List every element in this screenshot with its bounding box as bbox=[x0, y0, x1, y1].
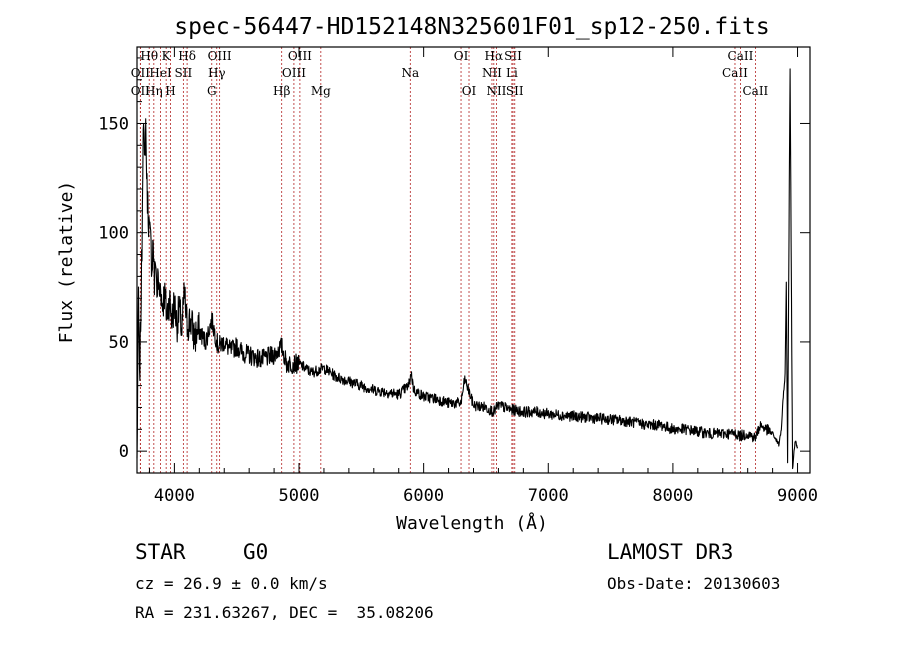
object-class: STAR bbox=[135, 540, 186, 564]
marker-label-6: H bbox=[165, 84, 175, 98]
observation-date: Obs-Date: 20130603 bbox=[607, 574, 781, 593]
y-axis: 0 50 100 150 bbox=[98, 57, 810, 474]
x-tick-label-5: 9000 bbox=[777, 486, 818, 506]
marker-label-4: HeI bbox=[149, 66, 172, 80]
marker-label-2: Hθ bbox=[140, 49, 158, 63]
series-layer bbox=[136, 68, 799, 470]
x-tick-label-4: 8000 bbox=[652, 486, 693, 506]
x-tick-label-1: 5000 bbox=[279, 486, 320, 506]
marker-label-20: Hα bbox=[485, 49, 504, 63]
marker-label-12: Hβ bbox=[273, 84, 290, 98]
marker-label-14: OIII bbox=[288, 49, 312, 63]
y-axis-label: Flux (relative) bbox=[56, 181, 77, 344]
marker-label-27: CaII bbox=[742, 84, 768, 98]
x-tick-label-0: 4000 bbox=[154, 486, 195, 506]
spectrum-line bbox=[136, 68, 799, 470]
marker-label-1: OII bbox=[131, 84, 151, 98]
marker-label-26: CaII bbox=[728, 49, 754, 63]
marker-label-16: Na bbox=[401, 66, 419, 80]
marker-label-25: CaII bbox=[722, 66, 748, 80]
marker-label-9: G bbox=[207, 84, 217, 98]
marker-label-15: Mg bbox=[311, 84, 331, 98]
redshift-value: cz = 26.9 ± 0.0 km/s bbox=[135, 574, 328, 593]
marker-label-23: SII bbox=[504, 49, 522, 63]
marker-label-11: OIII bbox=[208, 49, 232, 63]
survey-name: LAMOST DR3 bbox=[607, 540, 734, 564]
marker-label-19: NII bbox=[482, 66, 502, 80]
marker-label-24: SII bbox=[506, 84, 524, 98]
y-tick-label-1: 50 bbox=[109, 333, 129, 353]
emission-line-markers: OIIOIIHθHηHeIKHSIIHδGHγOIIIHβOIIIOIIIMgN… bbox=[131, 47, 769, 473]
marker-label-3: Hη bbox=[145, 84, 163, 98]
x-tick-label-3: 7000 bbox=[528, 486, 569, 506]
y-tick-label-2: 100 bbox=[98, 224, 129, 244]
marker-label-18: OI bbox=[462, 84, 477, 98]
marker-label-7: SII bbox=[175, 66, 193, 80]
marker-label-21: NII bbox=[486, 84, 506, 98]
x-axis-label: Wavelength (Å) bbox=[396, 512, 548, 534]
plot-frame bbox=[136, 46, 811, 474]
marker-label-22: Li bbox=[506, 66, 518, 80]
marker-label-10: Hγ bbox=[208, 66, 226, 80]
y-tick-label-0: 0 bbox=[119, 442, 129, 462]
marker-label-17: OI bbox=[454, 49, 469, 63]
chart-title: spec-56447-HD152148N325601F01_sp12-250.f… bbox=[174, 14, 769, 40]
coordinates: RA = 231.63267, DEC = 35.08206 bbox=[135, 603, 434, 622]
object-subclass: G0 bbox=[243, 540, 269, 564]
marker-label-5: K bbox=[162, 49, 172, 63]
y-tick-label-3: 150 bbox=[98, 114, 129, 134]
marker-label-8: Hδ bbox=[178, 49, 196, 63]
marker-label-13: OIII bbox=[282, 66, 306, 80]
x-tick-label-2: 6000 bbox=[403, 486, 444, 506]
x-axis: 4000 5000 6000 7000 8000 9000 bbox=[148, 47, 818, 506]
